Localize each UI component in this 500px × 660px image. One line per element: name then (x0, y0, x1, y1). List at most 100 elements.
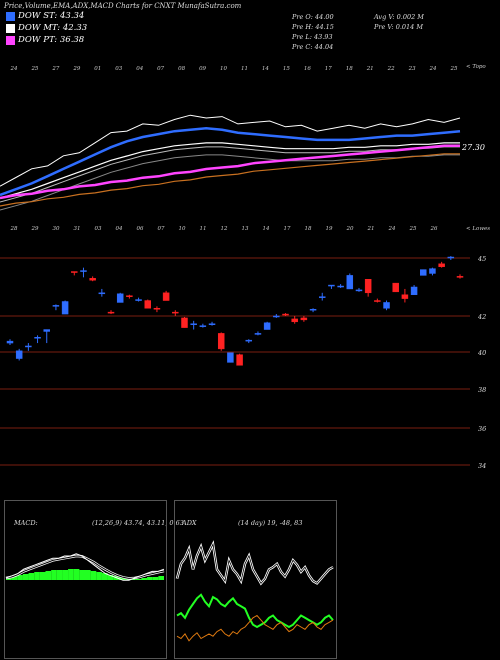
ema-price-line (0, 114, 461, 187)
ema-top-tick: 25 (450, 66, 458, 72)
price-y-tick: 40 (477, 349, 486, 357)
candle-body (61, 301, 69, 315)
adx-plus-di-line (176, 593, 334, 629)
ema-top-ticks: 24 25 27 29 01 03 04 07 08 09 10 11 14 15 16 17 18 21 22 23… (10, 66, 458, 72)
macd-hist-bar (22, 574, 29, 580)
ema-top-tick: 23 (408, 66, 416, 72)
macd-label: MACD: (14, 519, 38, 527)
macd-hist-bar (39, 572, 46, 580)
legend-swatch-mt (6, 23, 15, 33)
adx-minus-di-line (176, 614, 334, 642)
macd-hist-bar (34, 572, 40, 580)
ema-line-mt (0, 142, 460, 199)
macd-hist-bar (45, 571, 52, 580)
ema-top-tick: 18 (346, 66, 353, 72)
ema-line-pt (0, 144, 460, 200)
candle-body (98, 292, 106, 295)
stat-open: Pre O: 44.00 (292, 13, 334, 21)
candle-body (80, 270, 87, 272)
ema-lines (0, 114, 461, 211)
ema-top-tick: 29 (72, 66, 80, 72)
ema-bottom-tick: 25 (409, 226, 417, 232)
macd-hist-bar (90, 571, 97, 580)
candle-body (6, 340, 14, 344)
macd-histogram (6, 569, 164, 580)
candle-body (282, 313, 289, 316)
legend-label-pt: DOW PT: 36.38 (18, 35, 85, 45)
ema-bottom-tick: 28 (10, 226, 18, 232)
macd-hist-bar (96, 572, 102, 580)
candle-body (429, 268, 436, 274)
candle-body (254, 333, 262, 335)
ema-bottom-tick: 24 (388, 226, 396, 232)
stat-close: Pre C: 44.04 (292, 43, 334, 51)
candle-body (401, 294, 409, 299)
candle-body (116, 293, 124, 303)
macd-line (5, 553, 165, 581)
ema-bottom-tick: 12 (221, 226, 228, 232)
macd-hist-bar (152, 577, 159, 580)
price-panel: 45424038363432 (0, 255, 486, 470)
candle-body (144, 300, 152, 309)
macd-hist-bar (73, 569, 80, 580)
ema-top-tick: 07 (157, 66, 164, 72)
price-y-tick: 42 (477, 313, 486, 321)
candle-body (107, 311, 115, 314)
macd-hist-bar (17, 575, 23, 580)
ema-top-tick: 14 (262, 66, 269, 72)
ema-bottom-tick: 31 (74, 226, 81, 232)
ema-bottom-tick: 14 (263, 226, 270, 232)
ema-bottom-axis-label: < Lowes (466, 226, 490, 232)
candle-body (71, 271, 78, 273)
ema-top-tick: 03 (115, 66, 122, 72)
candle-body (199, 325, 207, 327)
candle-body (420, 269, 427, 276)
price-y-tick: 45 (477, 255, 486, 263)
stat-low: Pre L: 43.93 (292, 33, 333, 41)
adx-lines (175, 540, 334, 642)
candle-body (172, 311, 179, 314)
macd-hist-bar (101, 573, 108, 580)
legend-swatch-pt (6, 35, 15, 45)
legend-label-mt: DOW MT: 42.33 (18, 23, 88, 33)
ema-bottom-tick: 10 (179, 226, 186, 232)
adx-label: ADX (182, 519, 197, 527)
candle-body (328, 284, 335, 287)
ema-bottom-tick: 03 (95, 226, 102, 232)
price-y-tick: 38 (478, 386, 486, 394)
candle-body (217, 333, 225, 350)
candle-body (190, 323, 197, 325)
candle-body (438, 263, 445, 267)
candle-body (410, 286, 418, 295)
macd-hist-bar (158, 576, 164, 580)
ema-bottom-tick: 13 (242, 226, 249, 232)
candle-body (300, 317, 308, 321)
macd-hist-bar (85, 570, 91, 580)
candle-body (15, 350, 23, 359)
stat-high: Pre H: 44.15 (292, 23, 334, 31)
ema-panel: 24 25 27 29 01 03 04 07 08 09 10 11 14 15 16 17 18 21 22 23… (0, 64, 490, 232)
legend-swatch-st (6, 11, 15, 21)
ema-bottom-tick: 07 (158, 226, 165, 232)
ema-price-label: 27.30 (461, 143, 485, 152)
ema-top-tick: 27 (51, 66, 59, 72)
candle-body (355, 289, 363, 292)
stat-avg-volume: Avg V: 0.002 M (374, 13, 424, 21)
candle-body (236, 354, 243, 366)
adx-frame (174, 500, 337, 659)
legend-item-st: DOW ST: 43.34 (6, 11, 84, 21)
macd-hist-bar (11, 576, 18, 580)
macd-hist-bar (130, 579, 136, 580)
candle-body (25, 345, 32, 348)
ema-top-tick: 15 (283, 66, 290, 72)
ema-top-tick: 16 (304, 66, 311, 72)
ema-bottom-tick: 26 (430, 226, 438, 232)
ema-top-tick: 04 (136, 66, 143, 72)
candle-body (263, 322, 271, 330)
price-y-tick: 34 (478, 462, 486, 470)
adx-panel (174, 500, 337, 659)
candle-body (245, 339, 253, 342)
macd-hist-bar (118, 577, 125, 580)
price-y-tick: 36 (478, 425, 486, 433)
ema-bottom-tick: 19 (326, 226, 333, 232)
